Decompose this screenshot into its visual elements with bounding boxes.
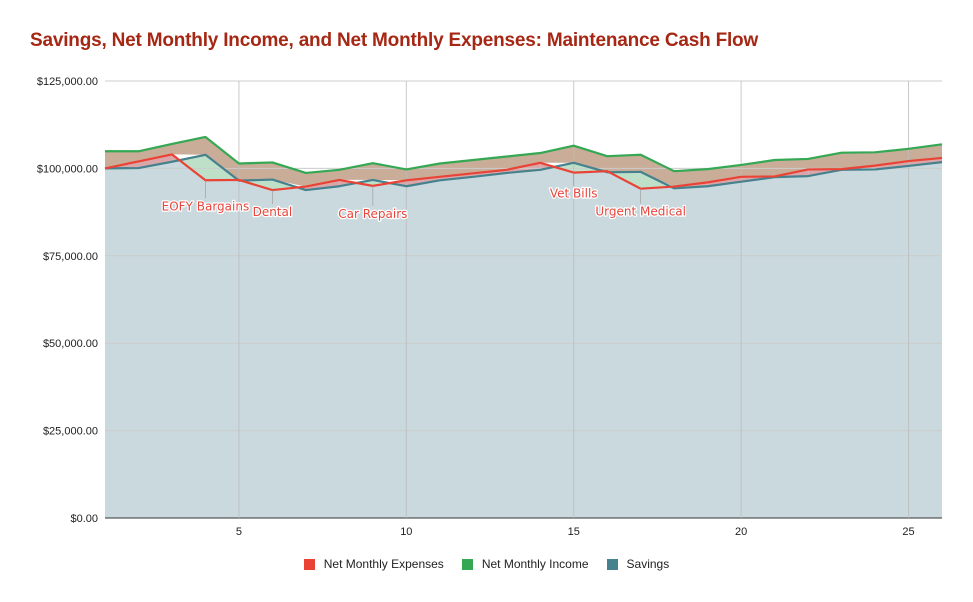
- series-line-net-monthly-expenses: [104, 153, 943, 192]
- legend-item[interactable]: Net Monthly Income: [461, 557, 589, 571]
- annotation-label: Vet Bills: [550, 187, 598, 201]
- x-tick-label: 5: [236, 526, 242, 538]
- gridlines: [105, 80, 942, 519]
- y-tick-label: $75,000.00: [43, 251, 98, 263]
- y-tick-label: $0.00: [70, 513, 98, 525]
- x-tick-label: 25: [902, 526, 914, 538]
- legend-label: Net Monthly Income: [481, 557, 589, 571]
- y-tick-label: $125,000.00: [37, 76, 98, 88]
- income-area: [105, 136, 942, 187]
- series-line-savings: [104, 153, 943, 192]
- y-axis-ticks: $0.00 $25,000.00 $50,000.00 $75,000.00 $100,…: [37, 76, 98, 525]
- series-lines: [104, 135, 943, 192]
- gap-area: [138, 154, 172, 169]
- legend: Net Monthly Expenses Net Monthly Income Sa…: [0, 557, 973, 571]
- savings-area: [105, 154, 942, 518]
- legend-label: Net Monthly Expenses: [323, 557, 444, 571]
- y-tick-label: $50,000.00: [43, 338, 98, 350]
- x-tick-label: 10: [400, 526, 412, 538]
- legend-label: Savings: [626, 557, 670, 571]
- legend-swatch: [461, 558, 473, 570]
- annotation-label: Urgent Medical: [595, 205, 686, 219]
- annotations: EOFY Bargains Dental Car Repairs Vet Bills U…: [160, 185, 687, 222]
- annotation-label: Dental: [253, 205, 293, 219]
- chart-title: Savings, Net Monthly Income, and Net Mon…: [30, 30, 759, 51]
- legend-swatch: [606, 558, 618, 570]
- y-tick-label: $100,000.00: [37, 163, 98, 175]
- series-line-net-monthly-income: [105, 135, 943, 175]
- annotation-label: Car Repairs: [338, 207, 407, 221]
- x-tick-label: 20: [735, 526, 747, 538]
- legend-item[interactable]: Savings: [606, 557, 670, 571]
- legend-swatch: [303, 558, 315, 570]
- x-tick-label: 15: [568, 526, 580, 538]
- annotation-guides: [205, 172, 641, 206]
- x-axis-ticks: 5 10 15 20 25: [236, 526, 915, 538]
- legend-item[interactable]: Net Monthly Expenses: [303, 557, 444, 571]
- area-fills: [105, 136, 942, 518]
- annotation-label: EOFY Bargains: [162, 199, 250, 213]
- y-tick-label: $25,000.00: [43, 426, 98, 438]
